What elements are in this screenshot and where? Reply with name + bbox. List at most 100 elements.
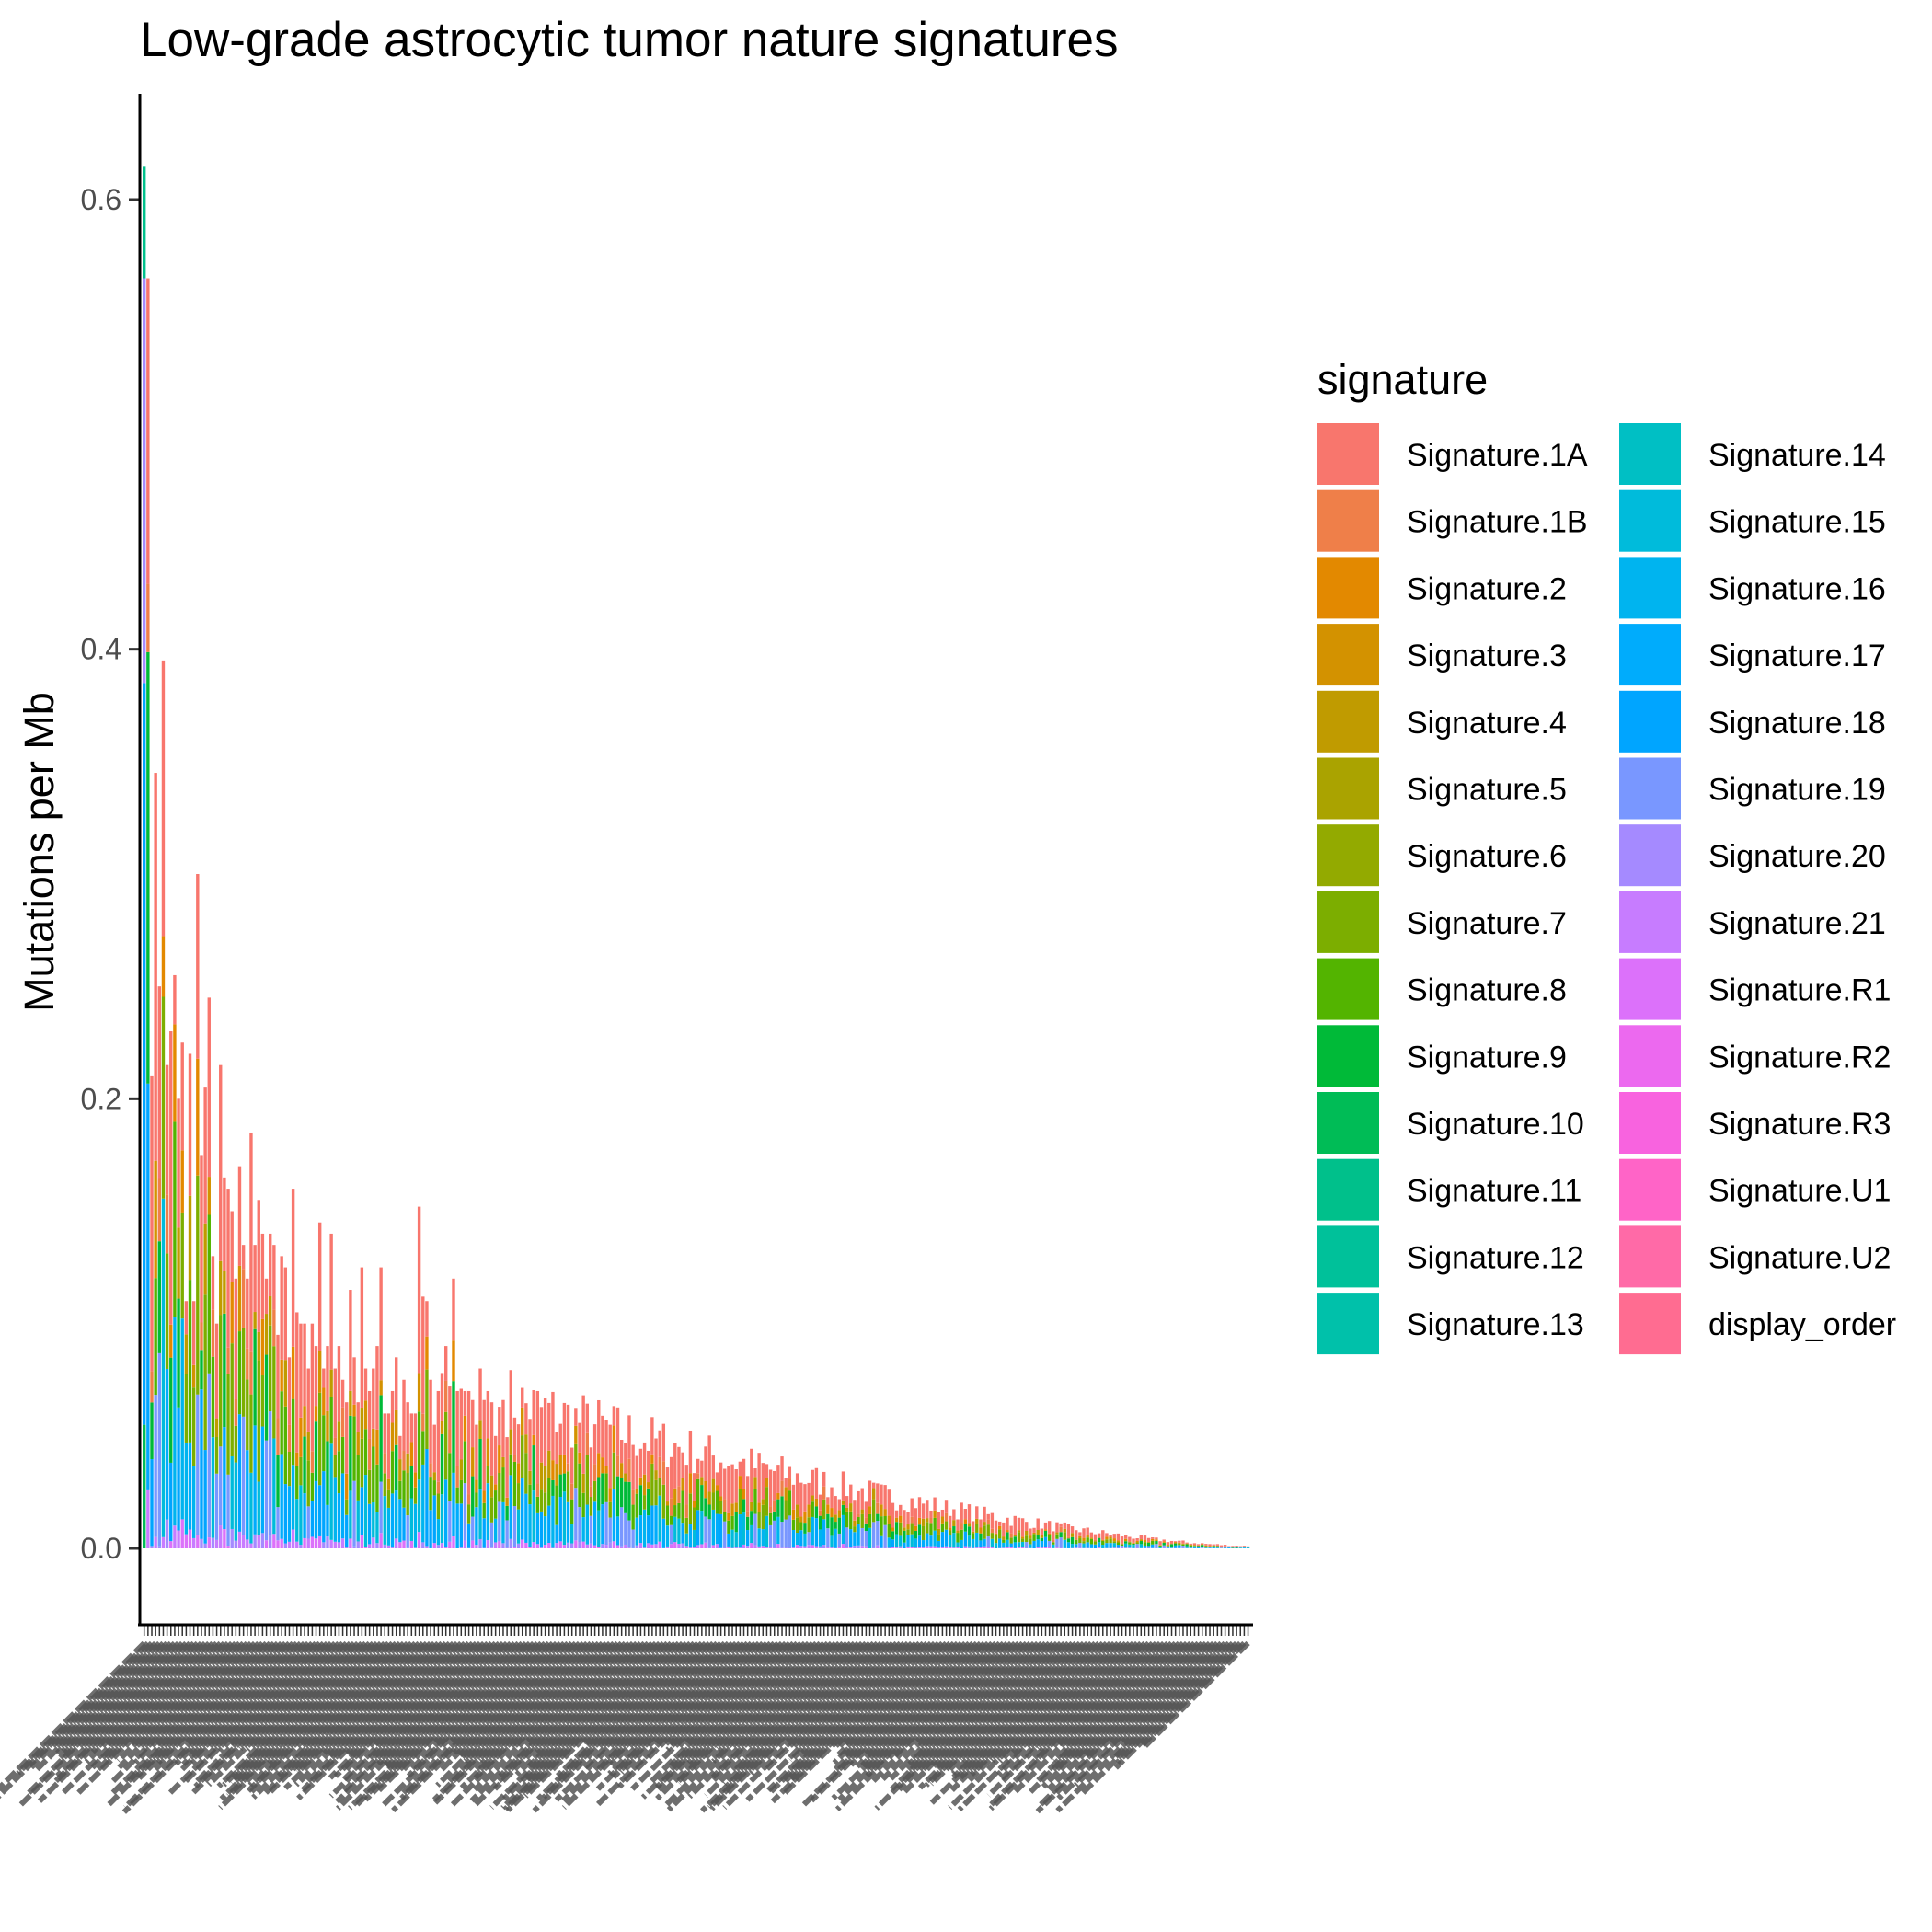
- legend-swatch: [1317, 958, 1379, 1020]
- bar-segment: [937, 1540, 940, 1547]
- bar-segment: [291, 1529, 295, 1548]
- bar-segment: [1097, 1537, 1101, 1543]
- bar-segment: [899, 1504, 903, 1516]
- bar-segment: [665, 1467, 670, 1502]
- bar-segment: [345, 1402, 349, 1474]
- bar-segment: [940, 1509, 945, 1517]
- bar-segment: [317, 1485, 322, 1536]
- bar-segment: [521, 1387, 524, 1408]
- bar-segment: [219, 1446, 223, 1526]
- legend-label: Signature.11: [1407, 1174, 1581, 1209]
- bar-segment: [871, 1499, 876, 1523]
- bar-segment: [917, 1547, 922, 1548]
- sample-bar: [569, 1447, 574, 1548]
- bar-segment: [650, 1463, 654, 1506]
- bar-segment: [173, 1024, 177, 1122]
- bar-segment: [601, 1473, 604, 1505]
- bar-segment: [795, 1545, 799, 1548]
- bar-segment: [1029, 1544, 1032, 1548]
- bar-segment: [723, 1512, 727, 1522]
- bar-segment: [1036, 1539, 1040, 1547]
- bar-segment: [1075, 1530, 1078, 1539]
- bar-segment: [521, 1407, 524, 1436]
- bar-segment: [834, 1522, 837, 1529]
- sample-bar: [997, 1521, 1002, 1548]
- bar-segment: [933, 1497, 937, 1511]
- bar-segment: [562, 1473, 567, 1492]
- sample-bar: [818, 1494, 822, 1548]
- sample-bar: [1006, 1517, 1009, 1548]
- bar-segment: [463, 1540, 467, 1548]
- sample-bar: [677, 1446, 681, 1548]
- sample-bar: [834, 1496, 837, 1548]
- bar-segment: [1109, 1536, 1112, 1539]
- bar-segment: [501, 1543, 505, 1548]
- bar-segment: [765, 1515, 769, 1548]
- sample-bar: [1040, 1528, 1044, 1548]
- bar-segment: [700, 1544, 704, 1548]
- bar-segment: [440, 1373, 444, 1421]
- bar-segment: [1155, 1537, 1158, 1540]
- bar-segment: [154, 773, 157, 1161]
- sample-bar: [211, 1256, 215, 1548]
- bar-segment: [516, 1543, 521, 1548]
- legend-item: Signature.16: [1619, 557, 1886, 619]
- bar-segment: [684, 1546, 688, 1548]
- bar-segment: [291, 1465, 295, 1530]
- bar-segment: [337, 1542, 341, 1548]
- sample-bar: [990, 1512, 995, 1548]
- bar-segment: [933, 1546, 937, 1548]
- bar-segment: [532, 1490, 535, 1543]
- bar-segment: [826, 1528, 830, 1547]
- bar-segment: [944, 1529, 949, 1547]
- bar-segment: [914, 1530, 918, 1539]
- bar-segment: [1146, 1537, 1151, 1542]
- bar-segment: [864, 1546, 868, 1548]
- bar-segment: [169, 1031, 173, 1325]
- bar-segment: [375, 1512, 379, 1544]
- bar-segment: [1040, 1535, 1044, 1538]
- bar-segment: [788, 1478, 792, 1491]
- bar-segment: [681, 1490, 684, 1524]
- bar-segment: [1189, 1547, 1192, 1548]
- bar-segment: [512, 1417, 517, 1455]
- bar-segment: [799, 1482, 803, 1517]
- bar-segment: [711, 1492, 716, 1510]
- bar-segment: [547, 1402, 551, 1451]
- bar-segment: [1231, 1547, 1235, 1548]
- bar-segment: [684, 1465, 688, 1505]
- bar-segment: [765, 1478, 769, 1488]
- sample-bar: [1185, 1542, 1189, 1548]
- bar-segment: [845, 1527, 849, 1547]
- sample-bar: [1201, 1543, 1204, 1548]
- bar-segment: [237, 1531, 242, 1548]
- bar-segment: [395, 1409, 398, 1445]
- bar-segment: [818, 1546, 822, 1548]
- bar-segment: [551, 1495, 555, 1548]
- legend-item: Signature.5: [1317, 757, 1567, 820]
- bar-segment: [1116, 1540, 1121, 1543]
- bar-segment: [1128, 1542, 1132, 1545]
- bar-segment: [421, 1431, 425, 1465]
- sample-bar: [169, 1031, 173, 1548]
- bar-segment: [883, 1509, 887, 1516]
- bar-segment: [1040, 1541, 1044, 1547]
- bar-segment: [711, 1455, 716, 1479]
- sample-bar: [214, 1323, 219, 1548]
- sample-bar: [730, 1464, 734, 1548]
- bar-segment: [486, 1483, 490, 1541]
- bar-segment: [715, 1513, 719, 1545]
- bar-segment: [1158, 1545, 1162, 1547]
- bar-segment: [967, 1546, 972, 1548]
- bar-segment: [390, 1451, 395, 1494]
- bar-segment: [903, 1510, 906, 1528]
- sample-bar: [704, 1446, 707, 1548]
- legend-item: Signature.R3: [1619, 1092, 1891, 1154]
- sample-bar: [963, 1509, 968, 1548]
- x-tick-label: [232, 1640, 372, 1781]
- bar-segment: [1158, 1547, 1162, 1548]
- bar-segment: [402, 1379, 406, 1452]
- sample-bar: [711, 1455, 716, 1548]
- bar-segment: [246, 1450, 249, 1540]
- bar-segment: [535, 1390, 540, 1484]
